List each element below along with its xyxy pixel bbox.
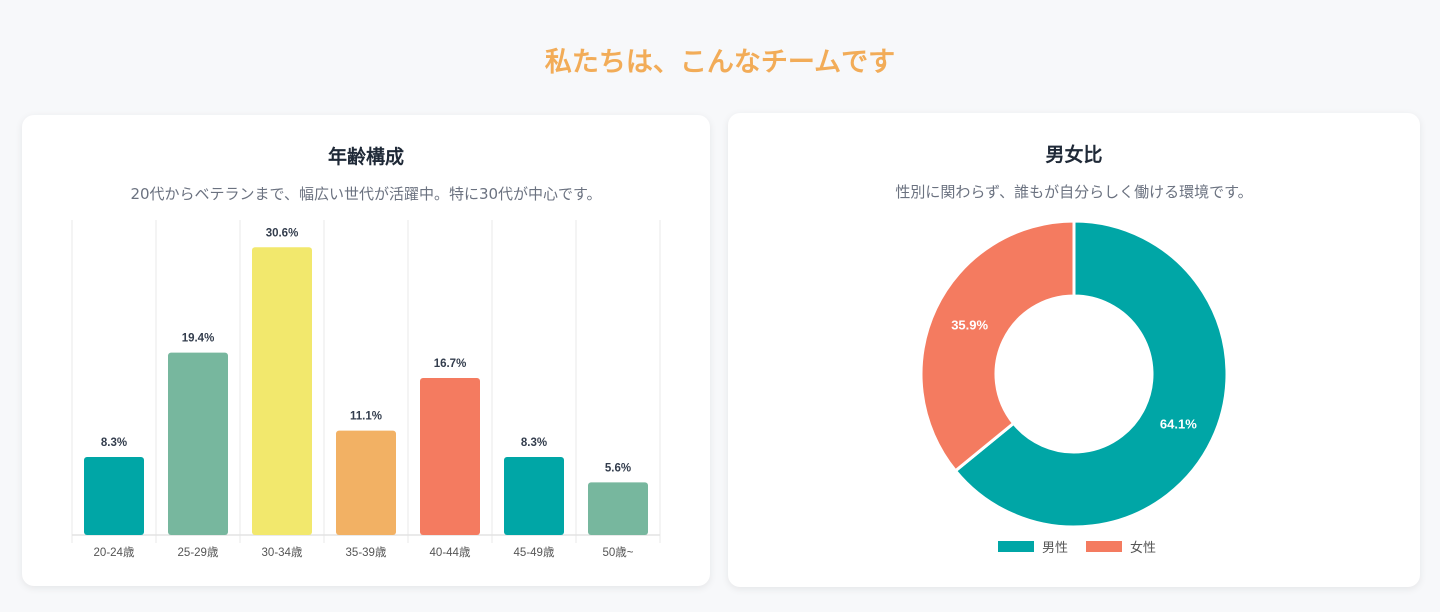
age-chart-card: 年齢構成 20代からベテランまで、幅広い世代が活躍中。特に30代が中心です。 8… <box>22 115 710 586</box>
x-tick-label: 25-29歳 <box>178 546 219 559</box>
slice-data-label: 64.1% <box>1160 417 1197 432</box>
age-chart-subtitle: 20代からベテランまで、幅広い世代が活躍中。特に30代が中心です。 <box>130 185 602 203</box>
x-tick-label: 35-39歳 <box>346 546 387 559</box>
legend-label: 女性 <box>1130 540 1156 556</box>
x-tick-label: 40-44歳 <box>430 546 471 559</box>
bar-data-label: 11.1% <box>350 411 382 423</box>
bar <box>84 456 144 535</box>
slice-data-label: 35.9% <box>951 317 988 332</box>
x-tick-label: 30-34歳 <box>262 546 303 559</box>
bar-data-label: 16.7% <box>434 358 467 370</box>
gender-chart-subtitle: 性別に関わらず、誰もが自分らしく働ける環境です。 <box>895 183 1253 201</box>
donut-slice <box>919 219 1076 473</box>
legend-swatch <box>1086 541 1122 552</box>
donut-slice <box>953 219 1229 529</box>
bar <box>504 456 564 535</box>
bar-data-label: 8.3% <box>521 437 547 449</box>
bar-data-label: 19.4% <box>182 333 215 345</box>
bar <box>252 247 312 535</box>
x-tick-label: 45-49歳 <box>514 546 555 559</box>
page-title: 私たちは、こんなチームです <box>544 47 896 78</box>
gender-chart-card: 男女比 性別に関わらず、誰もが自分らしく働ける環境です。 64.1% 35.9% 男… <box>728 113 1420 587</box>
bar <box>420 377 480 535</box>
legend-label: 男性 <box>1042 541 1068 556</box>
age-bar-chart: 8.3% 20-24歳 19.4% 25-29歳 30.6% 30-34歳 11.1% 35-… <box>71 220 661 559</box>
bar-data-label: 8.3% <box>101 437 127 449</box>
gender-donut-chart: 64.1% 35.9% 男性 女性 <box>919 219 1229 556</box>
bar-data-label: 5.6% <box>605 462 631 474</box>
bar <box>588 482 648 535</box>
x-tick-label: 50歳~ <box>602 546 633 559</box>
age-chart-title: 年齢構成 <box>327 146 404 168</box>
bar <box>336 430 396 535</box>
x-tick-label: 20-24歳 <box>94 546 135 559</box>
gender-chart-title: 男女比 <box>1045 144 1103 166</box>
legend-swatch <box>998 541 1034 552</box>
bar <box>168 352 228 535</box>
bar-data-label: 30.6% <box>266 227 299 239</box>
